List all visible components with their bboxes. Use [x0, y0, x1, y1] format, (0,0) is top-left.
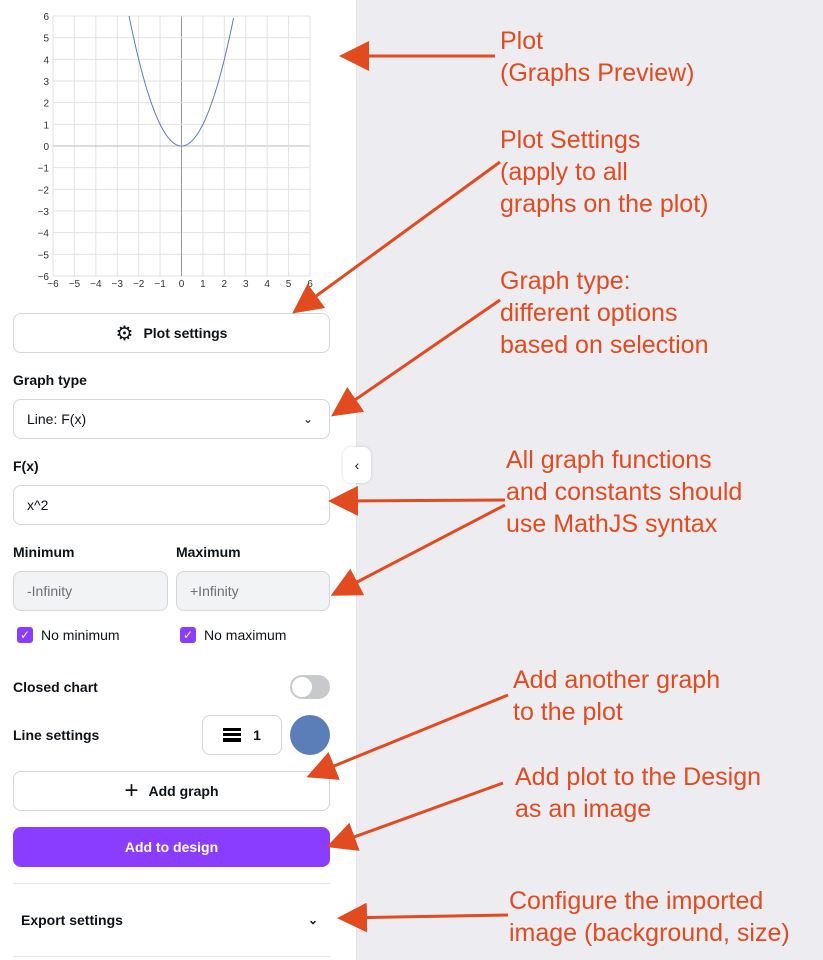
y-tick-label: −3	[38, 207, 50, 218]
maximum-input[interactable]: +Infinity	[176, 571, 330, 611]
y-tick-label: −5	[38, 250, 50, 261]
divider	[13, 956, 330, 957]
gear-icon: ⚙	[115, 322, 134, 345]
y-tick-label: 0	[43, 142, 49, 153]
closed-chart-toggle[interactable]	[290, 675, 330, 699]
graph-type-label: Graph type	[13, 372, 87, 388]
checkmark-icon: ✓	[180, 627, 196, 643]
y-tick-label: 5	[43, 34, 49, 45]
no-minimum-checkbox[interactable]: ✓ No minimum	[17, 627, 120, 643]
arrow	[337, 902, 509, 933]
x-tick-label: 0	[179, 279, 185, 290]
minimum-label: Minimum	[13, 544, 75, 560]
x-tick-label: 3	[243, 279, 249, 290]
arrow	[330, 503, 506, 596]
arrow	[306, 693, 509, 780]
arrow	[331, 298, 501, 417]
annotation-graph-type: Graph type: different options based on s…	[500, 267, 709, 359]
checkmark-icon: ✓	[17, 627, 33, 643]
annotation-mathjs: All graph functions and constants should…	[506, 446, 743, 538]
y-tick-label: 2	[43, 99, 49, 110]
x-tick-label: −6	[47, 279, 59, 290]
x-tick-label: −1	[154, 279, 166, 290]
x-tick-label: 5	[286, 279, 292, 290]
line-weight-icon	[223, 728, 242, 742]
y-tick-label: −1	[38, 164, 50, 175]
arrow	[328, 485, 506, 516]
arrow	[292, 160, 501, 314]
y-tick-label: −2	[38, 185, 50, 196]
no-maximum-checkbox[interactable]: ✓ No maximum	[180, 627, 286, 643]
minimum-input[interactable]: -Infinity	[13, 571, 168, 611]
fx-label: F(x)	[13, 458, 39, 474]
y-tick-label: 1	[43, 120, 49, 131]
function-curve	[128, 15, 235, 147]
add-graph-button[interactable]: + Add graph	[13, 771, 330, 811]
collapse-panel-button[interactable]: ‹	[343, 447, 371, 483]
annotation-export-settings: Configure the imported image (background…	[509, 887, 790, 947]
divider	[13, 883, 330, 884]
x-tick-label: −5	[69, 279, 81, 290]
add-to-design-button[interactable]: Add to design	[13, 827, 330, 867]
annotation-add-graph: Add another graph to the plot	[513, 666, 721, 726]
x-tick-label: −4	[90, 279, 102, 290]
line-width-button[interactable]: 1	[202, 715, 282, 755]
chevron-down-icon: ⌄	[302, 412, 313, 426]
x-tick-label: 1	[200, 279, 206, 290]
closed-chart-label: Closed chart	[13, 679, 98, 695]
x-tick-label: −3	[112, 279, 124, 290]
y-tick-label: 4	[43, 55, 49, 66]
export-settings-accordion[interactable]: Export settings ⌄	[21, 912, 318, 928]
y-tick-label: −6	[38, 272, 50, 283]
x-tick-label: 2	[222, 279, 228, 290]
plot-settings-button[interactable]: ⚙ Plot settings	[13, 313, 330, 353]
x-tick-label: 4	[264, 279, 270, 290]
plus-icon: +	[124, 777, 139, 804]
y-tick-label: 3	[43, 77, 49, 88]
maximum-label: Maximum	[176, 544, 241, 560]
line-settings-label: Line settings	[13, 727, 100, 743]
graphs-side-panel: −6 −5 −4 −3 −2 −1 0 1 2 3 4 5 6 6 5 4 3 2 1 0 −1 −2 −3 −4 −5 −6 ⚙…	[0, 0, 357, 960]
arrow	[326, 781, 504, 851]
annotation-plot: Plot (Graphs Preview)	[500, 27, 695, 87]
y-tick-label: −4	[38, 229, 50, 240]
annotation-add-to-design: Add plot to the Design as an image	[515, 763, 761, 823]
chevron-left-icon: ‹	[354, 457, 360, 473]
x-tick-label: −2	[133, 279, 145, 290]
annotation-plot-settings: Plot Settings (apply to all graphs on th…	[500, 126, 709, 218]
y-tick-label: 6	[43, 12, 49, 23]
graph-type-select[interactable]: Line: F(x) ⌄	[13, 399, 330, 439]
chevron-down-icon: ⌄	[307, 913, 318, 927]
line-color-swatch[interactable]	[290, 715, 330, 755]
